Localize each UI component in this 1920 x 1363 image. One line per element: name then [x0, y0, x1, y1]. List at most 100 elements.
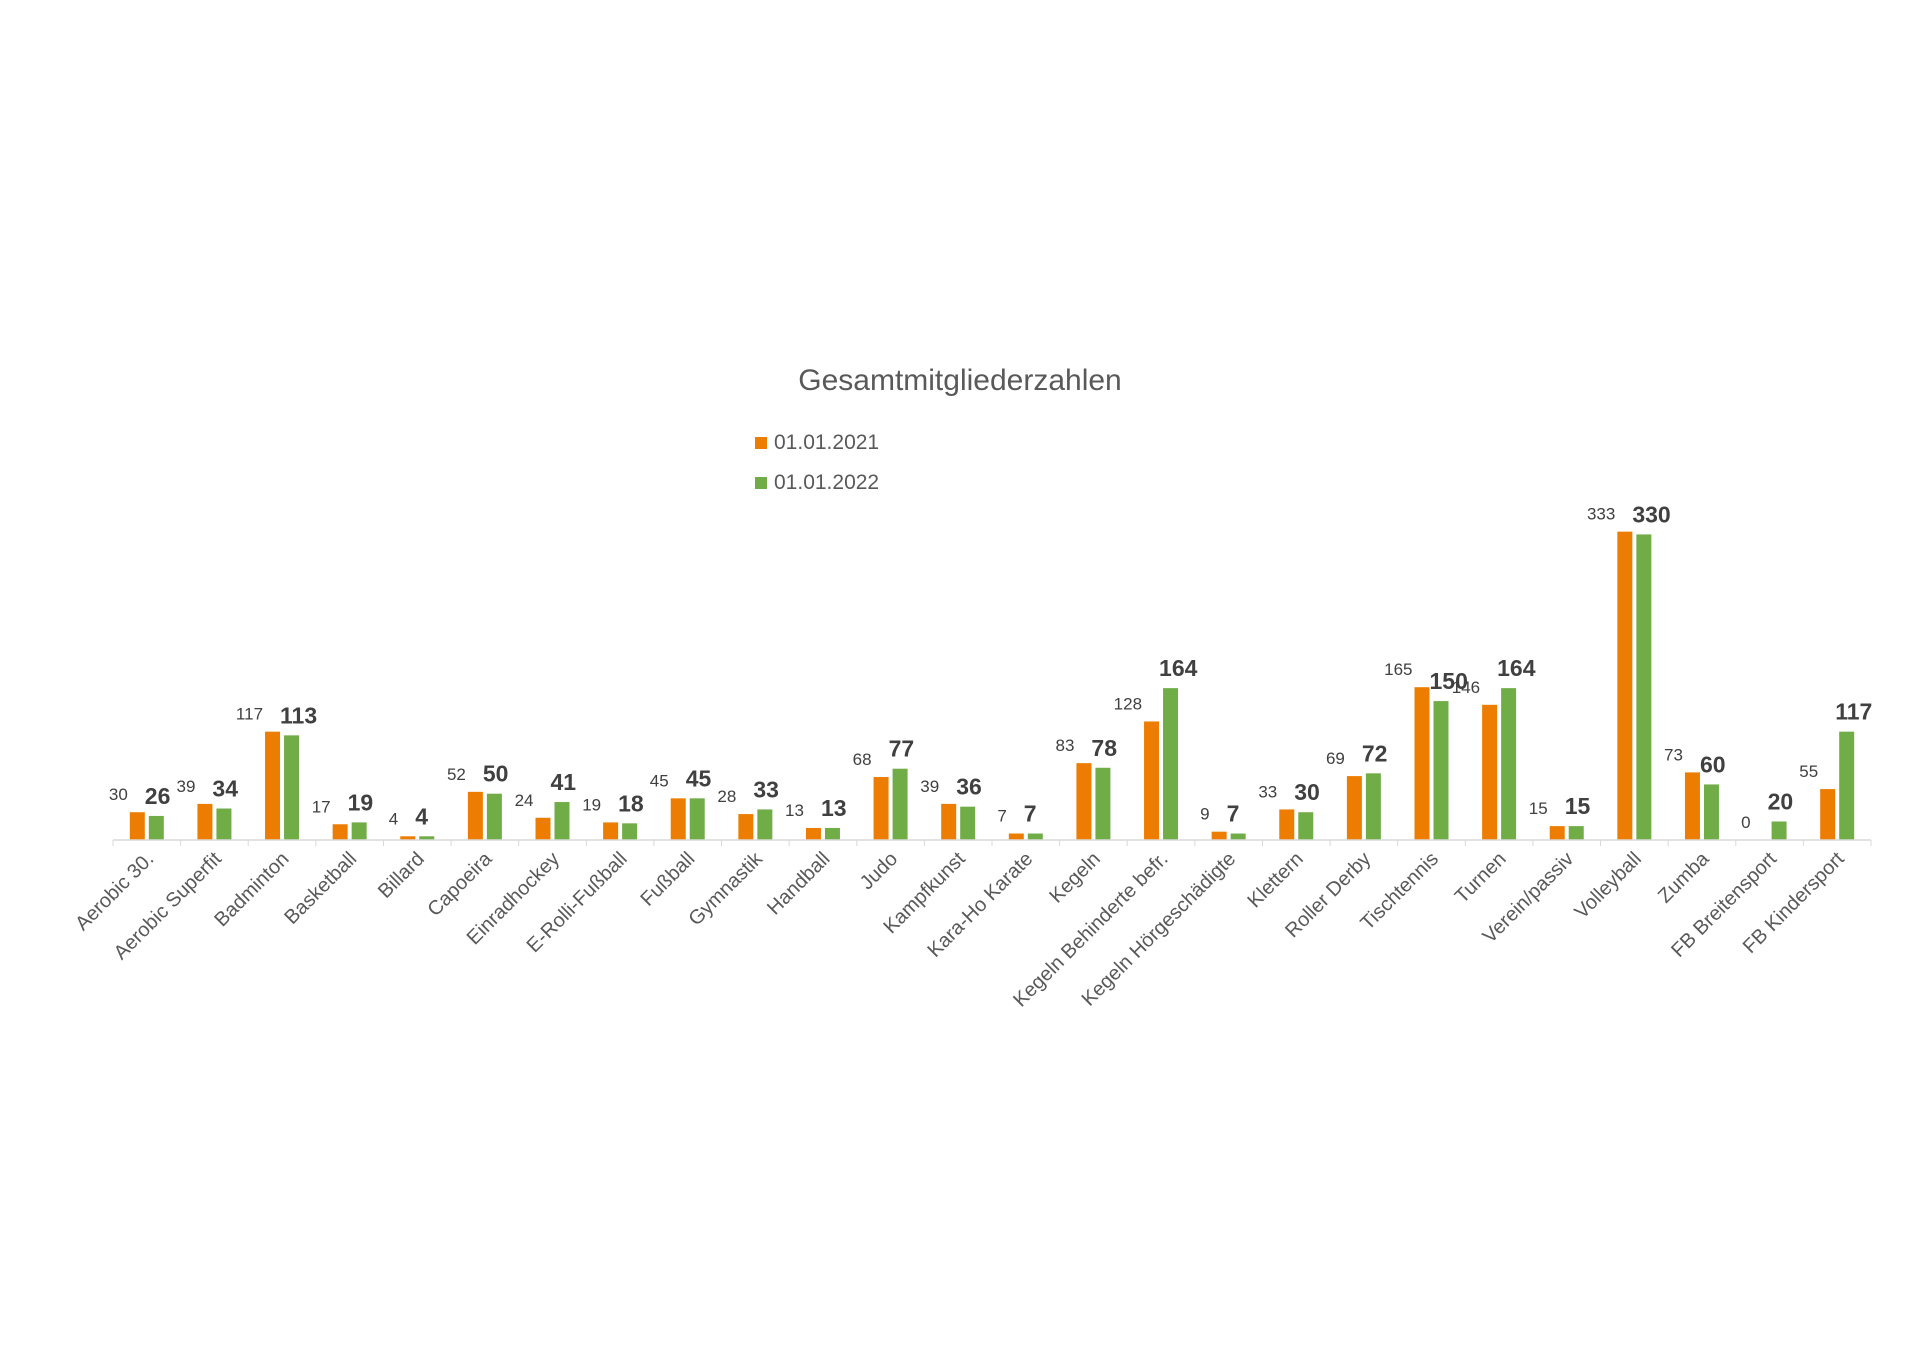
bar-2022-7 — [622, 823, 638, 840]
data-labels: 30 26 39 34 117 113 17 19 4 4 52 50 24 41 19 18 45 45 28 33… — [109, 501, 1872, 832]
bar-2021-11 — [873, 777, 889, 840]
data-label-2022-20: 164 — [1497, 655, 1536, 681]
data-label-2021-16: 9 — [1200, 805, 1209, 824]
bars — [129, 531, 1855, 840]
bar-2022-10 — [824, 827, 840, 840]
data-label-2022-3: 19 — [348, 789, 374, 815]
bar-2022-11 — [892, 768, 908, 840]
bar-2022-2 — [284, 735, 300, 840]
bar-2022-22 — [1636, 534, 1652, 840]
bar-2021-17 — [1279, 809, 1295, 840]
x-axis-tick-labels: Aerobic 30.Aerobic SuperfitBadmintonBask… — [71, 847, 1849, 1011]
bar-2021-4 — [400, 836, 416, 840]
x-tick-label-9: Gymnastik — [685, 847, 768, 930]
data-label-2021-23: 73 — [1664, 745, 1683, 764]
data-label-2021-7: 19 — [582, 795, 601, 814]
data-label-2022-25: 117 — [1835, 699, 1872, 725]
data-label-2021-20: 146 — [1452, 678, 1480, 697]
legend-swatch-0 — [755, 437, 767, 449]
bar-2021-15 — [1144, 721, 1160, 840]
bar-2022-25 — [1839, 731, 1855, 840]
data-label-2021-8: 45 — [650, 771, 669, 790]
data-label-2022-17: 30 — [1294, 779, 1320, 805]
bar-2022-23 — [1703, 784, 1719, 840]
bar-2022-21 — [1568, 826, 1584, 840]
data-label-2022-5: 50 — [483, 761, 509, 787]
data-label-2021-22: 333 — [1587, 505, 1615, 524]
bar-2021-14 — [1076, 763, 1092, 840]
legend-swatch-1 — [755, 477, 767, 489]
bar-2021-9 — [738, 814, 754, 840]
bar-2021-16 — [1211, 831, 1227, 840]
bar-2022-12 — [960, 806, 976, 840]
bar-2022-15 — [1163, 688, 1179, 840]
bar-2021-22 — [1617, 531, 1633, 840]
bar-2021-3 — [332, 824, 348, 840]
bar-2022-6 — [554, 802, 570, 840]
bar-2022-0 — [148, 815, 164, 840]
data-label-2021-13: 7 — [997, 807, 1006, 826]
bar-2021-0 — [129, 812, 145, 840]
data-label-2022-21: 15 — [1565, 793, 1591, 819]
x-tick-label-23: Zumba — [1654, 847, 1714, 907]
data-label-2021-21: 15 — [1529, 799, 1548, 818]
bar-2022-1 — [216, 808, 232, 840]
data-label-2021-4: 4 — [389, 809, 398, 828]
data-label-2022-16: 7 — [1227, 801, 1240, 827]
x-tick-label-11: Judo — [856, 848, 902, 894]
bar-2021-12 — [941, 803, 957, 840]
data-label-2022-10: 13 — [821, 795, 847, 821]
data-label-2022-22: 330 — [1632, 501, 1670, 527]
bar-2021-13 — [1008, 833, 1024, 840]
chart-title: Gesamtmitgliederzahlen — [798, 364, 1121, 397]
data-label-2022-9: 33 — [753, 776, 779, 802]
data-label-2021-3: 17 — [312, 797, 331, 816]
legend-label-1: 01.01.2022 — [774, 471, 879, 494]
bar-2022-13 — [1027, 833, 1043, 840]
bar-2022-14 — [1095, 767, 1111, 840]
data-label-2021-0: 30 — [109, 785, 128, 804]
data-label-2021-24: 0 — [1741, 813, 1750, 832]
bar-2021-1 — [197, 803, 213, 840]
x-axis-ticks — [112, 840, 1872, 846]
legend: 01.01.2021 01.01.2022 — [755, 431, 879, 494]
data-label-2021-5: 52 — [447, 765, 466, 784]
bar-2021-7 — [603, 822, 619, 840]
x-tick-label-10: Handball — [763, 848, 834, 919]
data-label-2022-24: 20 — [1768, 788, 1794, 814]
data-label-2021-17: 33 — [1258, 782, 1277, 801]
data-label-2021-18: 69 — [1326, 749, 1345, 768]
bar-2022-19 — [1433, 701, 1449, 840]
x-tick-label-14: Kegeln — [1045, 848, 1105, 908]
data-label-2022-12: 36 — [956, 774, 982, 800]
bar-2022-17 — [1298, 812, 1314, 840]
data-label-2022-18: 72 — [1362, 740, 1388, 766]
x-tick-label-4: Billard — [374, 848, 429, 903]
bar-2022-24 — [1771, 821, 1787, 840]
x-tick-label-17: Klettern — [1244, 848, 1308, 912]
data-label-2022-23: 60 — [1700, 751, 1726, 777]
data-label-2021-9: 28 — [717, 787, 736, 806]
bar-2021-20 — [1482, 704, 1498, 840]
bar-2021-6 — [535, 817, 551, 840]
data-label-2022-4: 4 — [415, 803, 428, 829]
data-label-2022-13: 7 — [1024, 801, 1037, 827]
data-label-2022-1: 34 — [212, 776, 238, 802]
bar-2022-5 — [486, 793, 502, 840]
data-label-2022-15: 164 — [1159, 655, 1198, 681]
data-label-2022-14: 78 — [1091, 735, 1117, 761]
data-label-2021-19: 165 — [1384, 660, 1412, 679]
data-label-2022-0: 26 — [145, 783, 171, 809]
bar-2021-18 — [1346, 776, 1362, 840]
bar-2021-10 — [805, 827, 821, 840]
x-tick-label-20: Turnen — [1451, 848, 1511, 908]
data-label-2021-25: 55 — [1799, 762, 1818, 781]
bar-2021-23 — [1684, 772, 1700, 840]
data-label-2022-6: 41 — [551, 769, 577, 795]
bar-2021-5 — [467, 791, 483, 840]
data-label-2021-11: 68 — [853, 750, 872, 769]
bar-2022-18 — [1365, 773, 1381, 840]
data-label-2021-15: 128 — [1114, 694, 1142, 713]
